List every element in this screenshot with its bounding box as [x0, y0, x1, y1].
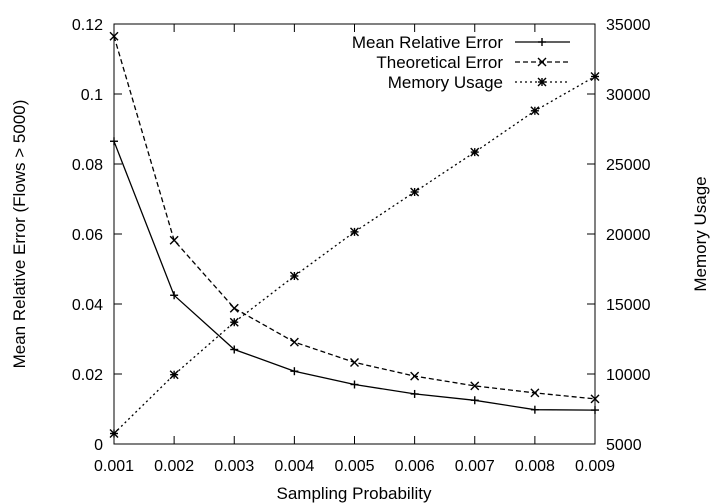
series-line [113, 141, 596, 411]
x-tick-label: 0.007 [455, 458, 495, 475]
x-tick-label: 0.003 [214, 458, 254, 475]
y-right-tick-label: 5000 [606, 437, 642, 454]
data-point [410, 187, 420, 197]
data-point [350, 227, 359, 237]
legend-label: Mean Relative Error [352, 33, 504, 52]
data-point [590, 394, 600, 404]
y-axis-left-label: Mean Relative Error (Flows > 5000) [10, 100, 29, 369]
data-point [229, 317, 239, 327]
data-point [169, 235, 179, 245]
data-point [530, 388, 540, 398]
data-point [229, 303, 239, 313]
y-left-tick-label: 0.02 [72, 367, 103, 384]
ticks: 0.001 0.002 0.003 0.004 0.005 0.006 0.007 0.008… [72, 17, 651, 475]
x-tick-label: 0.001 [94, 458, 134, 475]
data-point [109, 31, 119, 41]
data-point [289, 337, 299, 347]
series-mean-relative-error [110, 137, 599, 415]
x-tick-label: 0.008 [515, 458, 555, 475]
y-left-tick-label: 0 [94, 437, 103, 454]
data-point [410, 371, 420, 381]
y-left-tick-label: 0.1 [81, 87, 103, 104]
x-tick-label: 0.004 [274, 458, 314, 475]
y-left-tick-label: 0.04 [72, 297, 103, 314]
data-point [109, 429, 119, 438]
legend-label: Theoretical Error [376, 53, 503, 72]
series-memory-usage [109, 72, 600, 438]
data-point [169, 370, 179, 380]
y-right-tick-label: 15000 [606, 297, 651, 314]
series-line [113, 75, 596, 434]
data-point [530, 106, 540, 116]
data-point [289, 271, 299, 281]
series-line [113, 36, 596, 400]
y-axis-right-label: Memory Usage [691, 176, 710, 291]
x-axis-label: Sampling Probability [277, 484, 432, 503]
series-group [109, 31, 600, 438]
x-tick-label: 0.006 [395, 458, 435, 475]
data-point [470, 147, 480, 157]
y-left-tick-label: 0.12 [72, 17, 103, 34]
data-point [470, 381, 480, 391]
y-right-tick-label: 10000 [606, 367, 651, 384]
data-point [590, 72, 600, 81]
y-left-tick-label: 0.06 [72, 227, 103, 244]
x-tick-label: 0.002 [154, 458, 194, 475]
y-right-tick-label: 25000 [606, 157, 651, 174]
legend-marker [537, 57, 547, 67]
data-point [350, 357, 359, 367]
x-tick-label: 0.005 [334, 458, 374, 475]
legend-label: Memory Usage [388, 73, 503, 92]
series-theoretical-error [109, 31, 600, 404]
x-tick-label: 0.009 [575, 458, 615, 475]
y-right-tick-label: 30000 [606, 87, 651, 104]
legend-marker [537, 77, 547, 87]
y-right-tick-label: 35000 [606, 17, 651, 34]
y-left-tick-label: 0.08 [72, 157, 103, 174]
y-right-tick-label: 20000 [606, 227, 651, 244]
